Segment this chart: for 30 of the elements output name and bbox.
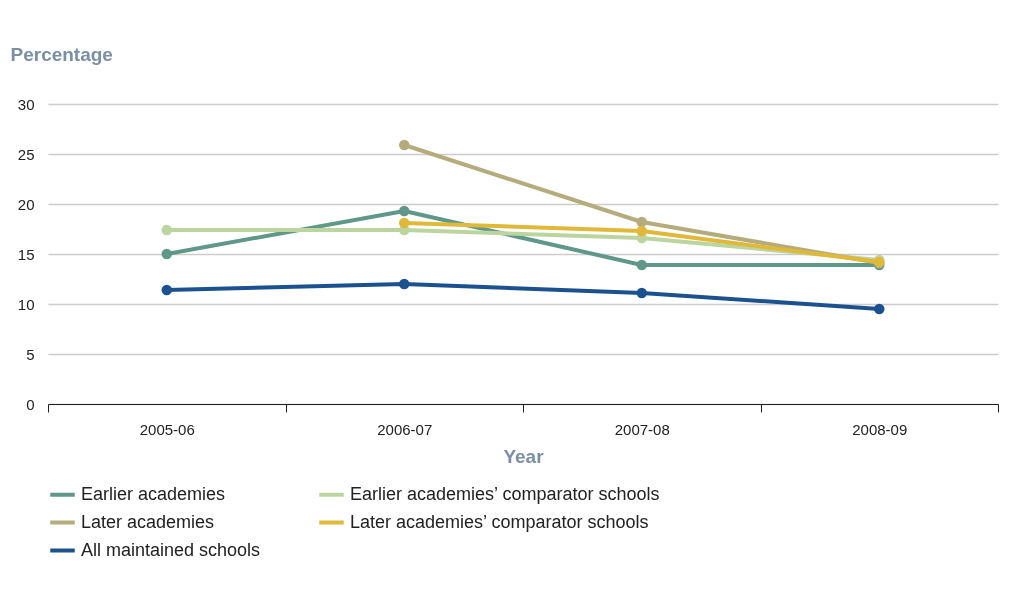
x-tick-label: 2005-06 [139,420,195,438]
y-axis-title: Percentage [10,43,113,65]
point [636,259,647,271]
legend-label: Earlier academies’ comparator schools [350,483,660,504]
point [636,216,647,228]
point [399,217,410,229]
y-tick-label: 0 [26,395,35,413]
legend-label: All maintained schools [81,539,261,560]
point [636,225,647,237]
x-tick-label: 2007-08 [614,420,670,438]
point [399,278,410,290]
point [399,205,410,217]
legend-label: Earlier academies [81,483,226,504]
legend-label: Later academies [81,511,215,532]
x-tick-label: 2008-09 [852,420,908,438]
y-tick-label: 10 [17,295,35,313]
y-tick-label: 5 [26,345,35,363]
y-tick-label: 20 [17,195,35,213]
x-axis-title: Year [503,445,545,467]
point [874,303,885,315]
x-tick-label: 2006-07 [377,420,433,438]
y-tick-label: 30 [17,95,35,113]
point [161,248,172,260]
y-tick-label: 25 [17,145,35,163]
y-tick-label: 15 [17,245,35,263]
point [161,284,172,296]
legend-label: Later academies’ comparator schools [350,511,649,532]
point [636,287,647,299]
point [161,224,172,236]
point [399,139,410,151]
